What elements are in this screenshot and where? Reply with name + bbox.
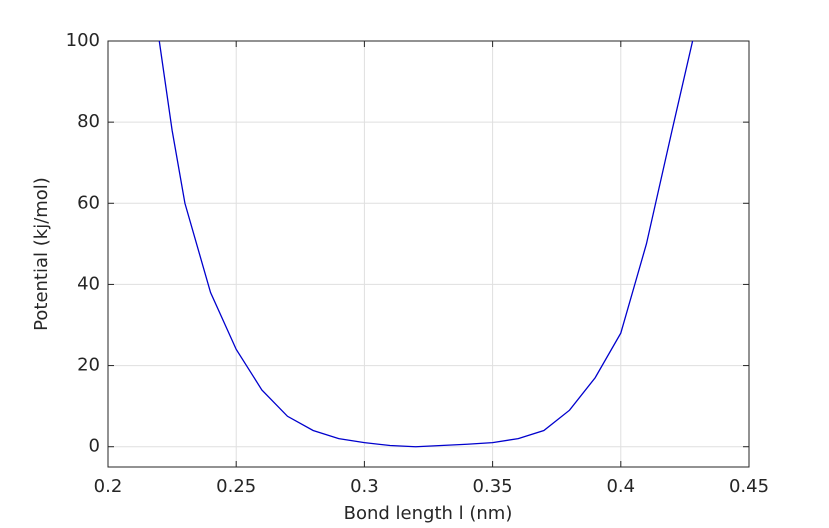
x-axis-label: Bond length l (nm) xyxy=(344,503,513,524)
y-tick-label: 40 xyxy=(77,273,100,294)
x-tick-label: 0.4 xyxy=(606,476,635,497)
y-tick-label: 100 xyxy=(66,30,100,51)
data-line xyxy=(158,40,694,448)
x-tick-label: 0.3 xyxy=(350,476,379,497)
x-tick-label: 0.45 xyxy=(729,476,769,497)
axes-box xyxy=(107,40,750,468)
x-tick-label: 0.35 xyxy=(473,476,513,497)
y-tick-label: 20 xyxy=(77,355,100,376)
x-tick-label: 0.25 xyxy=(216,476,256,497)
y-axis-label: Potential (kj/mol) xyxy=(31,177,52,331)
y-tick-label: 0 xyxy=(89,436,100,457)
y-tick-label: 80 xyxy=(77,111,100,132)
y-tick-label: 60 xyxy=(77,192,100,213)
x-tick-label: 0.2 xyxy=(94,476,123,497)
plot-area xyxy=(108,41,749,467)
